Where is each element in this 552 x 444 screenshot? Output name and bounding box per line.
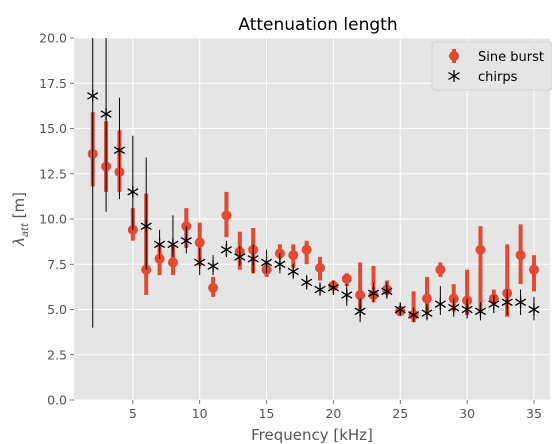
sine-burst-point [194,237,205,248]
chirps-point [100,108,112,121]
sine-burst-point [528,264,539,275]
chirps-point [381,285,393,298]
sine-burst-point [167,257,178,268]
sine-burst-point [208,282,219,293]
chirps-point [234,251,246,264]
chirps-point [448,301,460,314]
sine-burst-point [515,250,526,261]
chirps-point [220,243,232,256]
x-tick-label: 35 [526,406,542,421]
chart-title: Attenuation length [238,15,397,35]
y-tick-label: 5.0 [47,302,67,317]
y-tick-label: 17.5 [39,76,67,91]
sine-burst-point [301,244,312,255]
chirps-point [260,256,273,269]
chirps-point [488,298,500,311]
chirps-point [113,144,126,157]
legend-sine-label: Sine burst [478,50,544,65]
chirps-point [314,283,326,296]
y-tick-label: 20.0 [39,31,67,46]
chirps-point [287,265,299,278]
y-tick-label: 10.0 [39,212,67,227]
chirps-point [501,296,513,309]
sine-burst-point [355,290,366,301]
legend-sine-marker [449,51,459,61]
y-axis-label-unit: [m] [10,192,28,223]
chirps-point [408,308,420,321]
chirps-point [341,289,353,302]
chirps-point [194,256,206,269]
chirps-point [247,252,259,265]
chirps-point [167,238,179,251]
sine-burst-point [435,264,446,275]
chirps-point [301,276,313,289]
chirps-point [528,303,540,316]
sine-burst-point [475,244,486,255]
x-tick-label: 20 [325,406,341,421]
chirps-point [461,303,473,316]
legend: Sine burst chirps [431,41,552,91]
chirps-point [394,303,406,316]
chirps-point [274,258,286,271]
x-tick-label: 5 [129,406,137,421]
y-axis-label: λatt [m] [10,192,31,247]
chirps-point [127,185,139,198]
data-series [87,38,540,328]
legend-chirps-marker [448,70,460,82]
chirps-point [367,287,380,300]
y-axis-label-symbol: λ [10,237,28,247]
chirps-point [207,260,219,273]
chirps-point [474,305,487,318]
x-axis-label: Frequency [kHz] [251,426,373,444]
chirps-point [515,296,527,309]
x-tick-label: 10 [192,406,208,421]
chirps-point [434,298,446,311]
y-axis-ticks: 0.0 2.5 5.0 7.5 10.0 12.5 15.0 17.5 20.0 [39,31,74,408]
sine-burst-point [221,210,232,221]
x-tick-label: 25 [392,406,408,421]
legend-chirps-label: chirps [478,70,518,85]
chirps-point [180,234,192,247]
y-tick-label: 2.5 [47,347,67,362]
sine-burst-point [341,273,352,284]
y-tick-label: 0.0 [47,393,67,408]
chirps-point [140,220,152,233]
x-tick-label: 30 [459,406,475,421]
x-axis-ticks: 5 10 15 20 25 30 35 [129,400,542,421]
chirps-point [421,307,433,320]
y-tick-label: 12.5 [39,166,67,181]
y-axis-label-subscript: att [20,222,31,237]
y-tick-label: 7.5 [47,257,67,272]
chirps-point [327,281,339,294]
sine-burst-point [421,293,432,304]
chirps-point [154,238,166,251]
sine-burst-point [288,250,299,261]
x-tick-label: 15 [259,406,275,421]
chirps-point [354,305,366,318]
chirps-point [87,89,99,102]
sine-burst-point [315,262,326,273]
y-tick-label: 15.0 [39,121,67,136]
legend-box [431,41,552,91]
